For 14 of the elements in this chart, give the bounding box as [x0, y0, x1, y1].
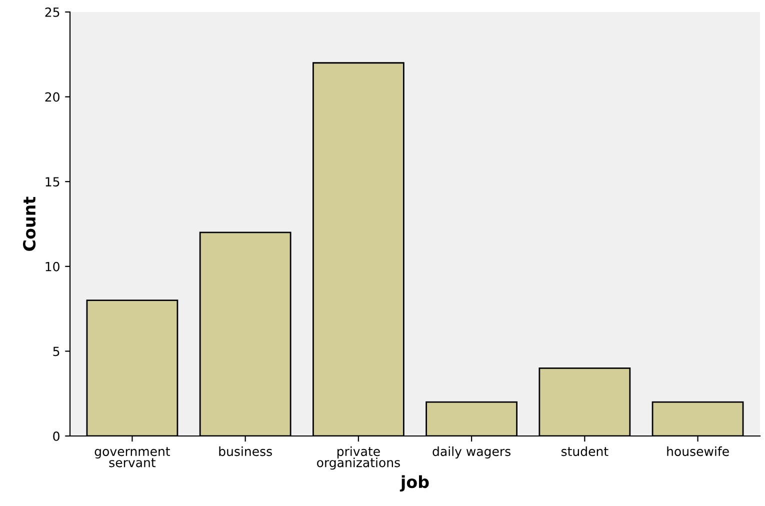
y-tick-label: 5 — [53, 346, 60, 356]
y-tick-label: 25 — [45, 7, 60, 17]
x-tick-label: daily wagers — [432, 446, 510, 459]
x-axis-title: job — [400, 475, 429, 492]
y-tick-label: 10 — [46, 262, 60, 272]
y-tick-label: 0 — [53, 431, 60, 441]
y-tick-label: 20 — [45, 92, 60, 102]
y-axis-title: Count — [22, 196, 36, 251]
x-tick-label: student — [561, 446, 608, 456]
x-tick-label: government servant — [94, 447, 170, 468]
y-tick-label: 15 — [46, 177, 60, 187]
x-tick-label: housewife — [667, 446, 729, 456]
x-tick-label: business — [219, 446, 272, 456]
x-tick-label: private organizations — [317, 446, 400, 470]
